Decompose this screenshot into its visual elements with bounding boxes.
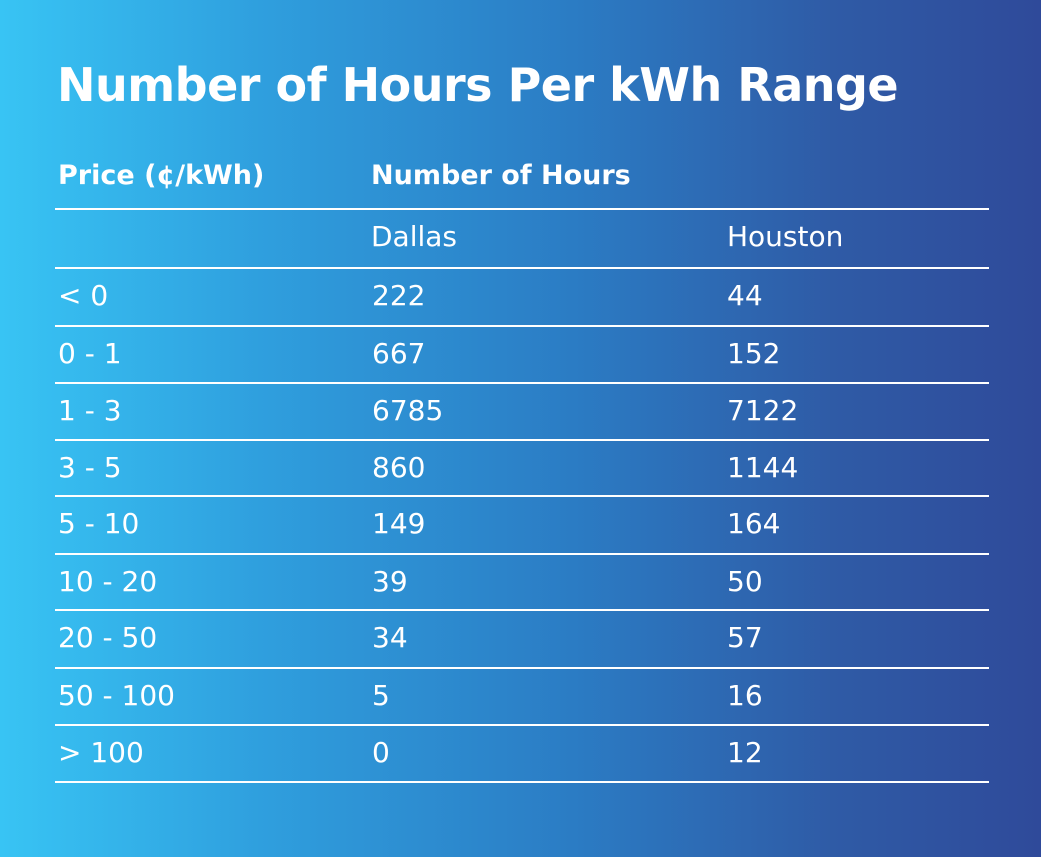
row-divider xyxy=(55,667,989,669)
price-range-cell: < 0 xyxy=(58,279,109,312)
row-divider xyxy=(55,439,989,441)
price-range-cell: 20 - 50 xyxy=(58,621,158,654)
houston-hours-cell: 16 xyxy=(727,679,763,712)
dallas-hours-cell: 34 xyxy=(372,621,408,654)
column-header-dallas: Dallas xyxy=(371,220,458,253)
houston-hours-cell: 44 xyxy=(727,279,763,312)
price-range-cell: 5 - 10 xyxy=(58,507,140,540)
dallas-hours-cell: 667 xyxy=(372,337,426,370)
row-divider xyxy=(55,781,989,783)
header-number-of-hours: Number of Hours xyxy=(371,160,631,191)
row-divider xyxy=(55,724,989,726)
column-header-houston: Houston xyxy=(727,220,844,253)
houston-hours-cell: 1144 xyxy=(727,451,799,484)
dallas-hours-cell: 222 xyxy=(372,279,426,312)
header-price: Price (¢/kWh) xyxy=(58,160,265,191)
header-divider xyxy=(55,208,989,210)
row-divider xyxy=(55,495,989,497)
price-range-cell: 0 - 1 xyxy=(58,337,122,370)
dallas-hours-cell: 0 xyxy=(372,736,390,769)
houston-hours-cell: 57 xyxy=(727,621,763,654)
price-range-cell: 50 - 100 xyxy=(58,679,175,712)
row-divider xyxy=(55,382,989,384)
dallas-hours-cell: 6785 xyxy=(372,394,444,427)
houston-hours-cell: 164 xyxy=(727,507,781,540)
table-title: Number of Hours Per kWh Range xyxy=(57,58,899,112)
price-range-cell: 3 - 5 xyxy=(58,451,122,484)
price-range-cell: > 100 xyxy=(58,736,144,769)
houston-hours-cell: 7122 xyxy=(727,394,799,427)
dallas-hours-cell: 5 xyxy=(372,679,390,712)
row-divider xyxy=(55,325,989,327)
dallas-hours-cell: 149 xyxy=(372,507,426,540)
row-divider xyxy=(55,267,989,269)
houston-hours-cell: 152 xyxy=(727,337,781,370)
price-range-cell: 1 - 3 xyxy=(58,394,122,427)
price-range-cell: 10 - 20 xyxy=(58,565,158,598)
row-divider xyxy=(55,553,989,555)
houston-hours-cell: 50 xyxy=(727,565,763,598)
houston-hours-cell: 12 xyxy=(727,736,763,769)
dallas-hours-cell: 39 xyxy=(372,565,408,598)
row-divider xyxy=(55,609,989,611)
dallas-hours-cell: 860 xyxy=(372,451,426,484)
